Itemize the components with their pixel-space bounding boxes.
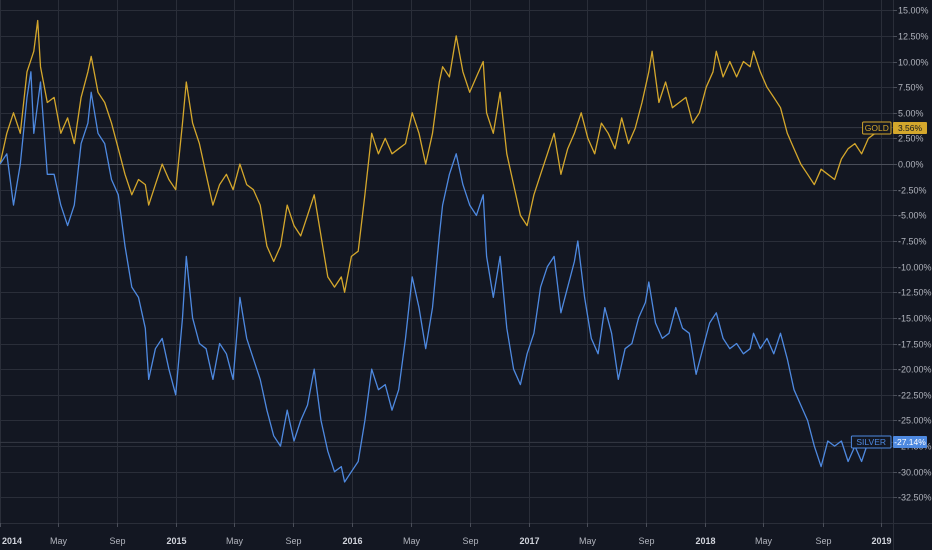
y-tick-label: 0.00%	[898, 160, 924, 170]
y-tick-label: 12.50%	[898, 32, 929, 42]
y-tick-label: -10.00%	[898, 263, 932, 273]
last-value-tag-gold	[893, 122, 927, 134]
series-line-silver	[0, 71, 880, 483]
series-name-tag-silver	[850, 435, 892, 449]
x-tick-label: Sep	[109, 536, 125, 546]
y-tick-label: -17.50%	[898, 340, 932, 350]
x-tick-label: May	[755, 536, 773, 546]
last-value-tag-silver	[893, 436, 927, 448]
x-tick-label: Sep	[285, 536, 301, 546]
y-tick-label: -22.50%	[898, 391, 932, 401]
x-tick-label: 2017	[519, 536, 539, 546]
last-value-badges: GOLD 3.56% SILVER -27.14%	[850, 121, 927, 449]
x-tick-label: 2014	[2, 536, 22, 546]
x-tick-label: 2018	[695, 536, 715, 546]
series-name-label: GOLD	[865, 123, 889, 133]
x-tick-label: 2016	[342, 536, 362, 546]
y-tick-label: -20.00%	[898, 365, 932, 375]
x-tick-label: May	[50, 536, 68, 546]
last-value-label: -27.14%	[894, 437, 926, 447]
y-tick-label: 15.00%	[898, 6, 929, 16]
y-tick-label: 10.00%	[898, 58, 929, 68]
x-tick-label: 2019	[871, 536, 891, 546]
y-tick-label: -32.50%	[898, 493, 932, 503]
x-tick-label: Sep	[638, 536, 654, 546]
y-tick-label: 2.50%	[898, 134, 924, 144]
x-tick-label: May	[226, 536, 244, 546]
last-value-label: 3.56%	[898, 123, 923, 133]
y-tick-label: -25.00%	[898, 416, 932, 426]
x-tick-label: 2015	[166, 536, 186, 546]
y-tick-label: -7.50%	[898, 237, 927, 247]
x-tick-label: Sep	[815, 536, 831, 546]
y-tick-label: -15.00%	[898, 314, 932, 324]
y-tick-label: 5.00%	[898, 109, 924, 119]
y-tick-label: -30.00%	[898, 468, 932, 478]
x-tick-label: May	[403, 536, 421, 546]
series-name-tag-gold	[862, 121, 892, 135]
x-tick-label: May	[579, 536, 597, 546]
x-tick-label: Sep	[462, 536, 478, 546]
y-tick-label: -12.50%	[898, 288, 932, 298]
x-axis-ticks: 2014 May Sep 2015 May Sep 2016 May Sep 2017 May Sep…	[0, 523, 892, 546]
series-name-label: SILVER	[856, 437, 886, 447]
y-tick-label: -2.50%	[898, 186, 927, 196]
y-tick-label: 7.50%	[898, 83, 924, 93]
series-lines	[0, 19, 881, 483]
y-tick-label: -5.00%	[898, 211, 927, 221]
series-line-gold	[0, 19, 881, 293]
